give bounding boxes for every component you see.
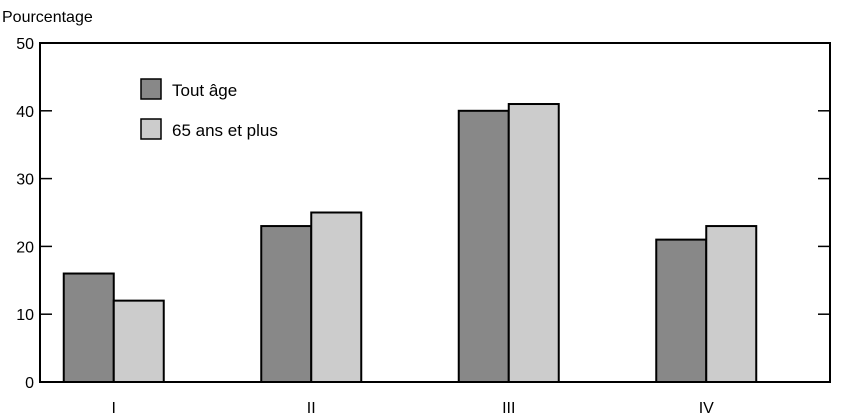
bar-65-ans-et-plus-IV [705, 225, 758, 383]
bar-tout-age-IV [655, 238, 708, 383]
y-tick-label-2: 20 [16, 239, 34, 256]
bar-65-ans-et-plus-I [112, 299, 165, 384]
legend-swatch-0 [140, 78, 162, 100]
x-tick-label-0: I [112, 400, 116, 417]
y-tick-label-4: 40 [16, 104, 34, 121]
bar-tout-age-III [457, 109, 510, 384]
legend-swatch-1 [140, 118, 162, 140]
legend-label-0: Tout âge [172, 81, 237, 100]
y-axis-label: Pourcentage [2, 9, 93, 26]
legend-label-1: 65 ans et plus [172, 121, 278, 140]
plot-frame [39, 42, 831, 383]
bar-tout-age-I [62, 272, 115, 383]
x-tick-label-2: III [502, 400, 515, 417]
y-tick-label-0: 0 [25, 375, 34, 392]
bar-tout-age-II [260, 225, 313, 383]
y-tick-label-1: 10 [16, 307, 34, 324]
bar-65-ans-et-plus-II [310, 211, 363, 383]
x-tick-label-1: II [307, 400, 316, 417]
legend: Tout âge 65 ans et plus [140, 78, 278, 140]
y-tick-label-3: 30 [16, 172, 34, 189]
y-tick-label-5: 50 [16, 36, 34, 53]
bar-65-ans-et-plus-III [507, 103, 560, 384]
x-tick-label-3: IV [699, 400, 714, 417]
